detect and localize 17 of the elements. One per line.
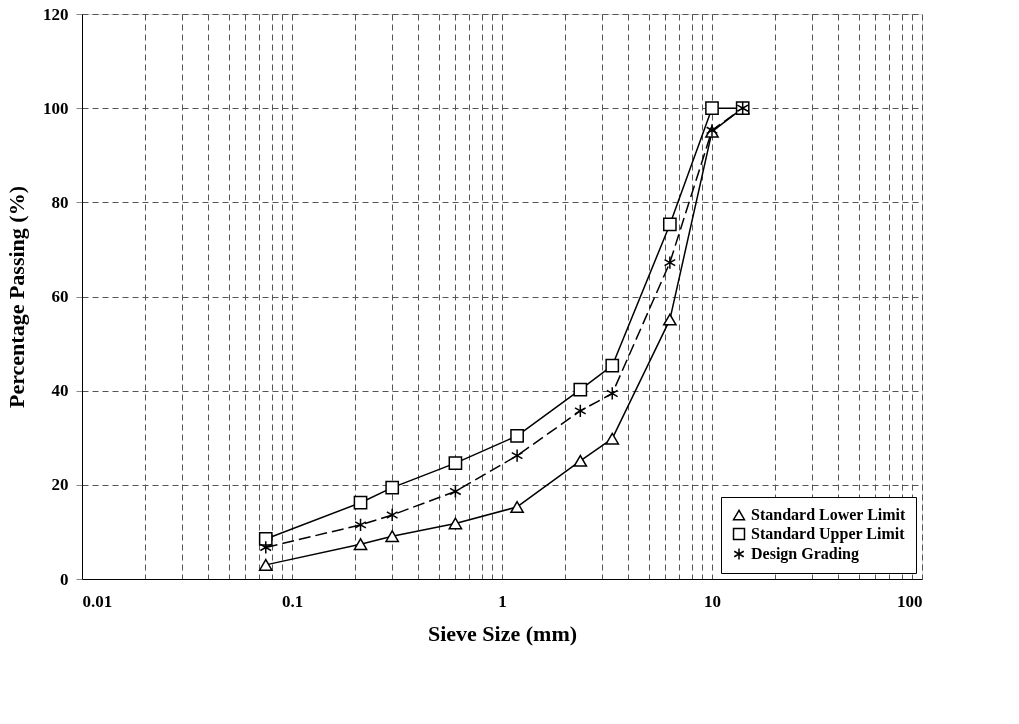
y-axis-title: Percentage Passing (%) <box>4 186 29 408</box>
y-tick-label: 20 <box>51 475 69 495</box>
x-axis-title: Sieve Size (mm) <box>427 620 578 646</box>
y-tick-label: 100 <box>43 98 69 118</box>
y-tick-label: 80 <box>51 192 69 212</box>
legend-label: Standard Lower Limit <box>751 506 907 523</box>
y-tick-label: 0 <box>60 569 69 589</box>
y-tick-label: 120 <box>43 4 69 24</box>
x-tick-label: 100 <box>897 591 923 611</box>
x-tick-label: 0.01 <box>82 591 113 611</box>
x-tick-label: 10 <box>704 591 721 611</box>
x-tick-label: 0.1 <box>281 591 304 611</box>
legend-label: Standard Upper Limit <box>751 525 906 543</box>
y-tick-label: 40 <box>51 381 69 401</box>
legend-label: Design Grading <box>751 545 860 563</box>
x-tick-label: 1 <box>498 591 507 611</box>
y-tick-label: 60 <box>51 287 69 306</box>
